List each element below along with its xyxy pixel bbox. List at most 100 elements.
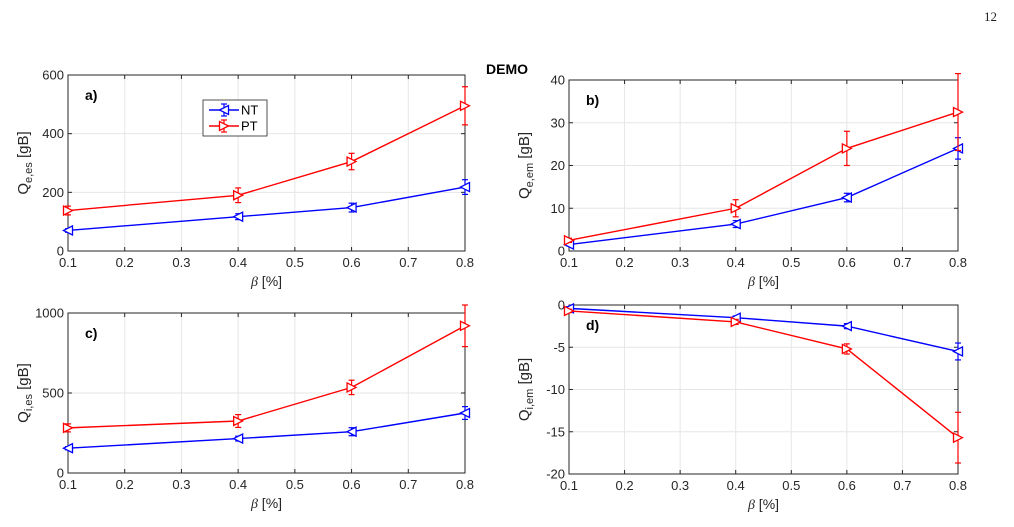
y-tick-label: 20 [551, 158, 565, 173]
x-tick-label: 0.8 [456, 477, 474, 492]
data-point [345, 426, 357, 438]
data-point [459, 100, 471, 112]
data-point [346, 155, 358, 168]
panel-label: a) [85, 87, 97, 103]
x-tick-label: 0.4 [229, 477, 247, 492]
data-point [563, 234, 575, 246]
x-tick-label: 0.2 [616, 255, 634, 270]
x-axis-label-unit: [%] [755, 496, 779, 512]
x-tick-label: 0.2 [116, 477, 134, 492]
x-tick-label: 0.3 [671, 255, 689, 270]
x-tick-label: 0.6 [838, 255, 856, 270]
x-axis-label-unit: [%] [258, 495, 282, 511]
x-tick-label: 0.7 [893, 478, 911, 493]
x-axis-label: β [%] [747, 273, 779, 290]
data-point [459, 320, 471, 332]
x-tick-label: 0.7 [893, 255, 911, 270]
x-tick-label: 0.4 [727, 255, 745, 270]
series-pt [62, 304, 471, 434]
legend-label: NT [241, 103, 258, 118]
y-tick-label: -20 [546, 467, 565, 482]
x-axis-label-symbol: β [747, 498, 755, 513]
y-axis-label: Qi,es [gB] [15, 363, 35, 423]
x-tick-label: 0.5 [286, 477, 304, 492]
chart-panel-d: 0.1 0.2 0.3 0.4 0.5 0.6 0.7 0.8 -20 -15 -10 -5 0 β [%… [516, 298, 967, 514]
x-tick-label: 0.1 [560, 255, 578, 270]
series-nt [62, 406, 471, 454]
x-tick-label: 0.8 [456, 255, 474, 270]
y-axis-label-base: Q [15, 183, 32, 195]
x-tick-label: 0.2 [616, 478, 634, 493]
x-axis-label: β [%] [250, 495, 282, 512]
series-line [568, 147, 959, 246]
data-point [232, 415, 245, 427]
y-axis-label-subscript: e,em [524, 163, 536, 187]
data-point [62, 442, 74, 454]
series-line [568, 310, 959, 439]
x-tick-label: 0.5 [782, 255, 800, 270]
legend-marker [218, 104, 230, 116]
legend-box [202, 99, 268, 137]
data-point [952, 432, 964, 444]
data-point [840, 192, 853, 204]
data-point [62, 204, 74, 217]
legend-marker [218, 120, 230, 132]
y-axis-label: Qe,es [gB] [15, 131, 35, 194]
x-tick-label: 0.8 [949, 478, 967, 493]
x-axis-label: β [%] [250, 273, 282, 290]
x-tick-label: 0.6 [838, 478, 856, 493]
series-line [67, 325, 466, 429]
data-point [840, 320, 853, 332]
data-point [232, 433, 244, 445]
x-tick-label: 0.3 [172, 477, 190, 492]
y-axis-label-base: Q [516, 409, 533, 421]
x-tick-label: 0.2 [116, 255, 134, 270]
axes-box [67, 74, 466, 252]
y-tick-label: 0 [57, 244, 64, 259]
y-tick-label: -5 [553, 340, 565, 355]
y-axis-label: Qe,em [gB] [516, 132, 536, 199]
series-nt [62, 179, 471, 237]
series-pt [563, 72, 964, 246]
y-axis-label-base: Q [15, 411, 32, 423]
data-point [232, 189, 245, 201]
chart-panel-c: 0.1 0.2 0.3 0.4 0.5 0.6 0.7 0.8 0 500 1000 β [%] Qi,… [15, 304, 474, 512]
y-tick-label: 0 [57, 466, 64, 481]
x-axis-label-symbol: β [250, 497, 258, 512]
x-axis-label-unit: [%] [258, 273, 282, 289]
series-pt [62, 86, 471, 217]
data-point [62, 224, 74, 237]
y-axis-label-subscript: i,es [23, 394, 35, 412]
panel-label: b) [586, 92, 599, 108]
x-tick-label: 0.7 [399, 477, 417, 492]
y-tick-label: 500 [42, 386, 64, 401]
x-axis-label-unit: [%] [755, 273, 779, 289]
x-tick-label: 0.1 [59, 255, 77, 270]
x-tick-label: 0.4 [727, 478, 745, 493]
data-point [952, 106, 964, 118]
x-tick-label: 0.4 [229, 255, 247, 270]
data-point [841, 142, 853, 154]
x-tick-label: 0.6 [343, 477, 361, 492]
series-line [67, 186, 466, 232]
x-tick-label: 0.8 [949, 255, 967, 270]
x-axis-label-symbol: β [250, 275, 258, 290]
x-tick-label: 0.3 [671, 478, 689, 493]
y-tick-label: 200 [42, 185, 64, 200]
y-tick-label: 0 [558, 244, 565, 259]
series-line [568, 307, 959, 353]
y-axis-label-unit: [gB] [516, 358, 533, 389]
series-pt [563, 305, 964, 464]
legend-label: PT [241, 119, 258, 134]
x-tick-label: 0.7 [399, 255, 417, 270]
series-line [67, 105, 466, 212]
y-axis-label-subscript: i,em [524, 389, 536, 410]
data-point [62, 422, 74, 434]
demo-watermark: DEMO [486, 61, 528, 77]
y-tick-label: -10 [546, 382, 565, 397]
y-axis-label-subscript: e,es [23, 162, 35, 183]
data-point [459, 181, 471, 193]
chart-panel-b: 0.1 0.2 0.3 0.4 0.5 0.6 0.7 0.8 0 10 20 30 40 β [%] Qe… [516, 73, 967, 291]
